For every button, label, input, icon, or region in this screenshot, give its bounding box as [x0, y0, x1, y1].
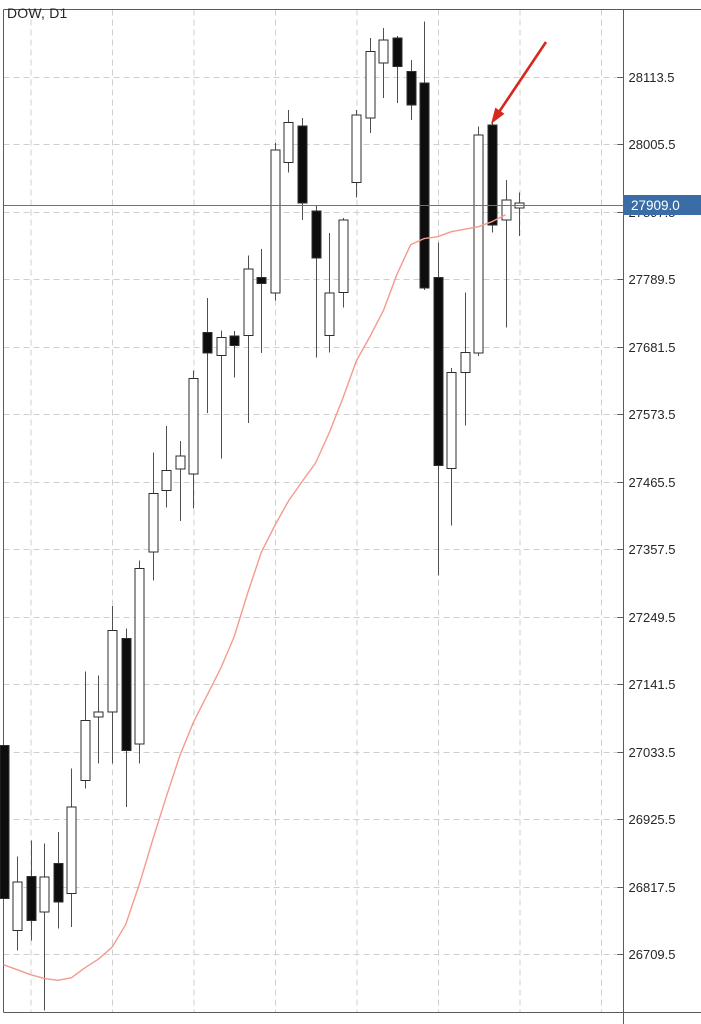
axis-tick-label: 27033.5 [629, 745, 676, 760]
candle-body-bullish [378, 39, 389, 64]
candle-body-bullish [175, 455, 186, 470]
candle-body-bullish [324, 292, 335, 336]
axis-tick-label: 27465.5 [629, 475, 676, 490]
candle-body-bullish [283, 121, 294, 163]
axis-tick-label: 27249.5 [629, 610, 676, 625]
candle-body-bullish [107, 629, 118, 713]
axis-tick-label: 27681.5 [629, 340, 676, 355]
candle-body-bullish [351, 114, 362, 183]
candle-body-bullish [66, 806, 77, 894]
candle-body-bullish [270, 149, 281, 294]
candle-body-bullish [39, 876, 50, 913]
candle-body-bullish [12, 881, 23, 931]
candle-body-bullish [446, 371, 457, 470]
axis-tick-label: 26817.5 [629, 880, 676, 895]
candle-body-bullish [243, 268, 254, 336]
candle-body-bearish [433, 276, 444, 466]
moving-average-line [3, 214, 506, 982]
candle-body-bullish [80, 719, 91, 781]
candle-body-bearish [392, 37, 403, 68]
axis-tick-label: 26925.5 [629, 812, 676, 827]
candle-body-bullish [134, 567, 145, 745]
axis-tick-label: 27573.5 [629, 407, 676, 422]
candle-body-bullish [501, 199, 512, 221]
candle-body-bullish [338, 219, 349, 293]
candle-body-bullish [460, 351, 471, 373]
axis-tick-label: 27789.5 [629, 272, 676, 287]
axis-tick-label: 27357.5 [629, 542, 676, 557]
symbol-timeframe-label: DOW, D1 [7, 5, 68, 21]
axis-tick-label: 28005.5 [629, 137, 676, 152]
candle-body-bearish [121, 637, 132, 751]
axis-tick-label: 28113.5 [629, 70, 675, 85]
candle-body-bullish [365, 51, 376, 119]
candle-body-bullish [188, 378, 199, 475]
candle-body-bullish [473, 134, 484, 354]
candle-body-bearish [0, 744, 10, 899]
candle-body-bearish [229, 335, 240, 346]
candle-body-bearish [26, 876, 37, 921]
annotation-arrow-shaft [495, 41, 548, 116]
candle-body-bearish [419, 82, 430, 289]
candle-body-bullish [216, 336, 227, 356]
candle-body-bearish [297, 125, 308, 204]
candle-body-bearish [406, 71, 417, 106]
candle-body-bullish [148, 493, 159, 553]
candle-body-bearish [487, 124, 498, 226]
candle-body-bearish [53, 862, 64, 903]
candle-body-bearish [202, 331, 213, 354]
candle-body-bullish [161, 469, 172, 491]
current-price-label: 27909.0 [623, 195, 701, 215]
candle-body-bearish [311, 210, 322, 259]
annotation-arrow-head-icon [491, 107, 505, 124]
candle-body-bullish [93, 711, 104, 718]
axis-tick-label: 26709.5 [629, 947, 676, 962]
axis-tick-label: 27141.5 [629, 677, 676, 692]
candle-body-bearish [256, 276, 267, 285]
